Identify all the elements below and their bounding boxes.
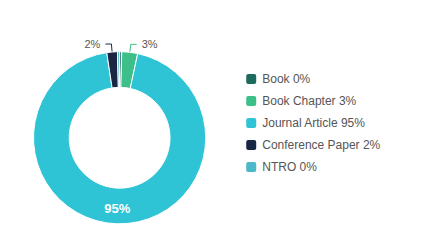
svg-text:95%: 95% (104, 201, 130, 216)
svg-text:2%: 2% (85, 38, 101, 50)
svg-text:3%: 3% (142, 38, 158, 50)
svg-text:Book Chapter 3%: Book Chapter 3% (262, 94, 356, 108)
svg-text:Journal Article 95%: Journal Article 95% (262, 116, 365, 130)
svg-text:Conference Paper 2%: Conference Paper 2% (262, 138, 380, 152)
svg-text:Book 0%: Book 0% (262, 72, 310, 86)
svg-text:NTRO 0%: NTRO 0% (262, 160, 317, 174)
